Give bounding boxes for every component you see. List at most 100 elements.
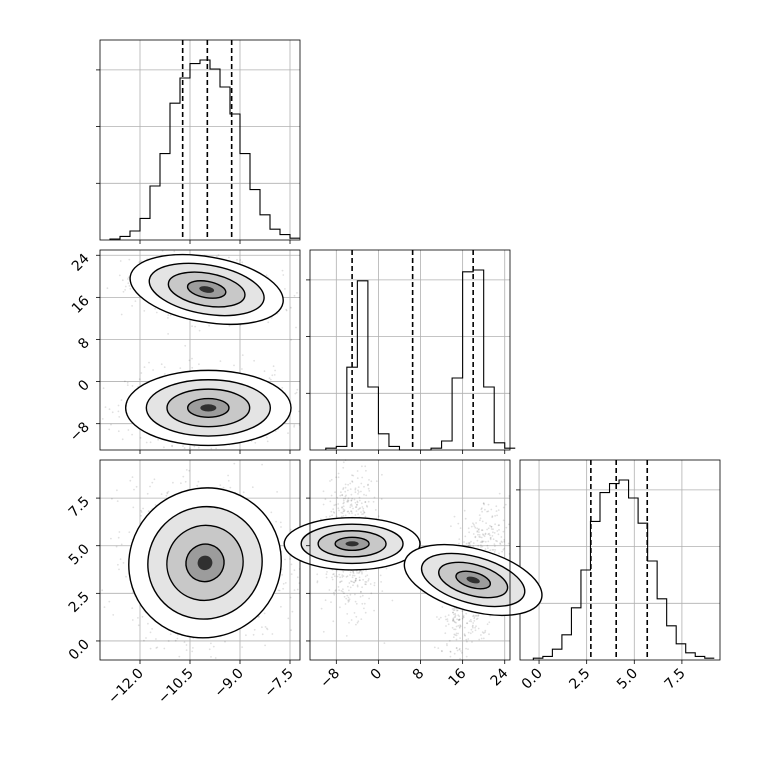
sample-point	[101, 589, 104, 592]
sample-point	[266, 440, 269, 443]
sample-point	[316, 580, 319, 583]
sample-point	[468, 620, 471, 622]
sample-point	[341, 574, 344, 576]
sample-point	[493, 543, 496, 545]
sample-point	[241, 261, 244, 264]
sample-point	[453, 607, 455, 610]
sample-point	[368, 597, 370, 600]
density-peak	[200, 404, 217, 412]
sample-point	[324, 498, 327, 501]
sample-point	[287, 432, 289, 434]
sample-point	[444, 615, 447, 618]
sample-point	[472, 542, 475, 544]
sample-point	[266, 436, 268, 439]
sample-point	[493, 551, 496, 553]
sample-point	[366, 505, 369, 508]
sample-point	[476, 531, 479, 533]
sample-point	[477, 533, 479, 536]
sample-point	[500, 536, 503, 538]
sample-point	[281, 574, 283, 576]
y-tick-label: 16	[69, 293, 93, 317]
sample-point	[344, 497, 347, 500]
sample-point	[242, 491, 245, 494]
sample-point	[483, 503, 485, 506]
sample-point	[356, 503, 359, 506]
sample-point	[360, 490, 362, 493]
sample-point	[233, 462, 236, 465]
sample-point	[361, 465, 363, 468]
sample-point	[455, 647, 458, 649]
sample-point	[488, 532, 491, 535]
sample-point	[322, 503, 325, 506]
sample-point	[160, 363, 163, 366]
sample-point	[365, 504, 368, 507]
sample-point	[333, 504, 336, 507]
sample-point	[116, 489, 118, 492]
sample-point	[338, 509, 340, 512]
sample-point	[366, 574, 369, 577]
sample-point	[367, 483, 369, 486]
sample-point	[353, 612, 356, 614]
sample-point	[437, 647, 440, 649]
sample-point	[339, 581, 341, 584]
sample-point	[359, 595, 362, 598]
sample-point	[347, 596, 350, 599]
sample-point	[351, 576, 354, 579]
sample-point	[290, 563, 293, 566]
sample-point	[347, 483, 349, 486]
sample-point	[362, 510, 365, 512]
sample-point	[127, 282, 130, 285]
sample-point	[155, 311, 158, 314]
sample-point	[474, 536, 477, 539]
sample-point	[212, 645, 215, 648]
sample-point	[215, 447, 218, 450]
sample-point	[367, 578, 370, 580]
sample-point	[140, 372, 143, 374]
sample-point	[346, 594, 349, 597]
sample-point	[126, 381, 129, 384]
sample-point	[349, 488, 352, 490]
sample-point	[179, 367, 182, 369]
sample-point	[185, 644, 188, 646]
sample-point	[458, 542, 460, 545]
sample-point	[352, 474, 355, 477]
sample-point	[391, 599, 394, 602]
sample-point	[340, 515, 343, 518]
sample-point	[501, 550, 503, 553]
sample-point	[363, 511, 366, 514]
sample-point	[198, 329, 201, 332]
sample-point	[469, 632, 472, 635]
sample-point	[360, 482, 363, 485]
sample-point	[337, 472, 340, 475]
sample-point	[472, 615, 474, 618]
sample-point	[480, 546, 482, 548]
sample-point	[454, 614, 457, 617]
sample-point	[385, 567, 388, 570]
sample-point	[490, 508, 493, 511]
sample-point	[166, 491, 169, 494]
sample-point	[502, 506, 505, 509]
sample-point	[508, 523, 510, 526]
sample-point	[355, 504, 358, 506]
sample-point	[347, 599, 349, 602]
sample-point	[117, 563, 119, 566]
sample-point	[331, 576, 333, 579]
sample-point	[365, 569, 367, 572]
sample-point	[354, 514, 357, 516]
sample-point	[117, 410, 120, 413]
sample-point	[365, 494, 368, 497]
sample-point	[453, 633, 456, 636]
sample-point	[333, 593, 336, 596]
sample-point	[348, 589, 350, 592]
sample-point	[196, 484, 199, 487]
sample-point	[489, 524, 491, 527]
sample-point	[191, 366, 194, 369]
sample-point	[197, 480, 200, 483]
sample-point	[239, 259, 242, 261]
sample-point	[228, 325, 231, 327]
sample-point	[325, 516, 328, 518]
sample-point	[348, 582, 351, 584]
sample-point	[348, 621, 350, 624]
sample-point	[108, 600, 111, 603]
sample-point	[117, 536, 120, 539]
